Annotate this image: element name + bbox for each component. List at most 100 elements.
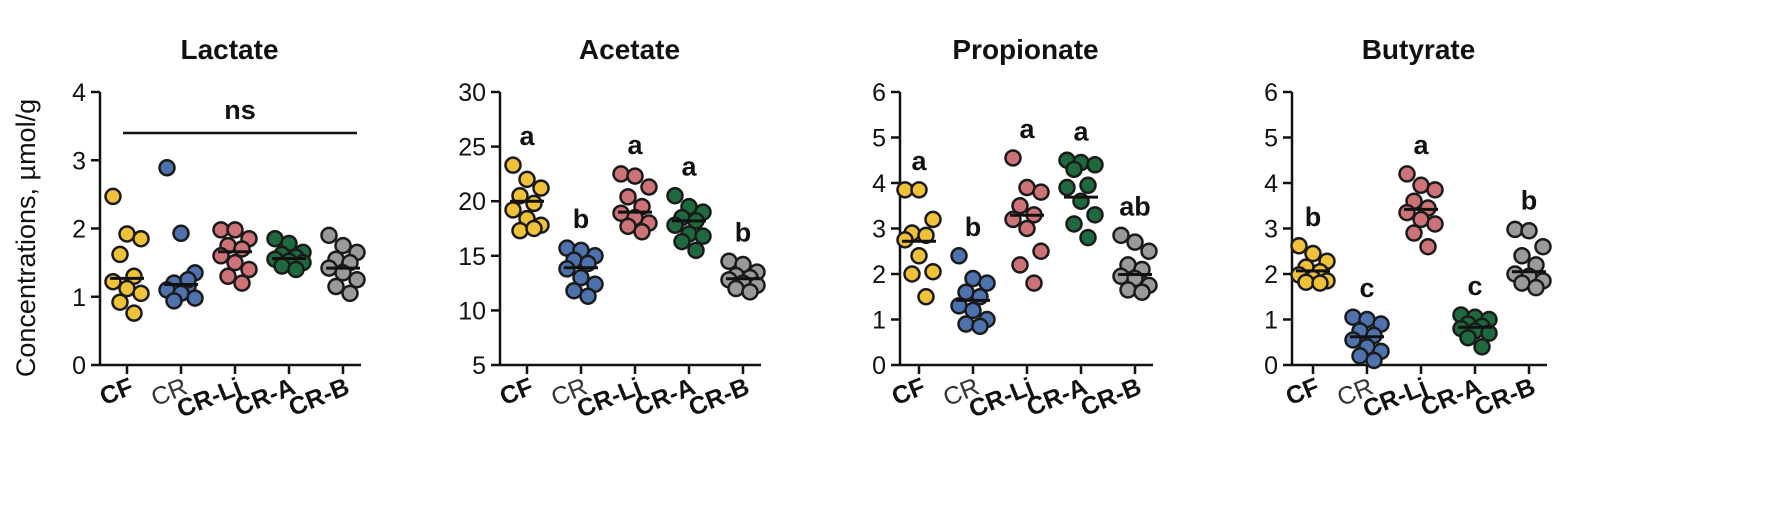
data-point — [1065, 160, 1083, 179]
significance-letter: a — [627, 130, 643, 160]
data-point — [532, 179, 550, 197]
y-tick-label: 5 — [472, 352, 486, 380]
data-point — [1086, 206, 1104, 224]
data-point — [226, 253, 244, 272]
y-tick-label: 2 — [872, 261, 886, 289]
data-point — [1133, 283, 1151, 301]
data-point — [186, 289, 204, 307]
data-point — [741, 283, 759, 301]
series-cr-lj — [212, 221, 258, 292]
y-tick-label: 4 — [72, 79, 86, 107]
significance-letter: a — [911, 146, 927, 176]
series-cr-a: a — [1058, 116, 1104, 247]
data-point — [572, 268, 590, 287]
y-axis-label: Concentrations, µmol/g — [11, 99, 41, 377]
data-point — [924, 210, 942, 229]
data-point — [1011, 197, 1029, 215]
data-point — [978, 274, 996, 292]
series-cr-lj: a — [612, 130, 658, 241]
y-tick-label: 2 — [72, 216, 86, 244]
data-point — [125, 304, 143, 322]
data-point — [720, 252, 738, 271]
data-point — [1459, 328, 1477, 347]
data-point — [132, 284, 150, 303]
x-tick-label: CR-B — [285, 373, 353, 422]
annotation-label: ns — [224, 95, 256, 125]
y-tick-label: 10 — [458, 297, 486, 325]
significance-letter: c — [1359, 273, 1374, 303]
data-point — [910, 247, 928, 265]
x-tick-label: CR-B — [685, 373, 753, 422]
data-point — [1304, 244, 1322, 263]
y-tick-label: 4 — [1264, 170, 1278, 198]
y-tick-label: 0 — [872, 352, 886, 380]
series-cr-b: b — [1506, 185, 1552, 297]
significance-letter: a — [681, 152, 697, 182]
series-cr-lj: a — [1398, 130, 1444, 256]
series-cr: b — [950, 212, 996, 336]
data-point — [910, 181, 928, 199]
data-point — [165, 292, 183, 310]
significance-letter: a — [1019, 114, 1035, 144]
data-point — [633, 223, 651, 241]
series-cr-a: c — [1452, 271, 1498, 356]
series-cf: a — [504, 121, 550, 240]
significance-letter: b — [965, 212, 982, 242]
y-tick-label: 0 — [72, 352, 86, 380]
series-cf: a — [896, 146, 942, 306]
series-cr: c — [1344, 273, 1390, 370]
y-tick-label: 1 — [72, 284, 86, 312]
y-tick-label: 5 — [872, 125, 886, 153]
data-point — [525, 219, 543, 238]
data-point — [1534, 237, 1552, 256]
data-point — [1065, 215, 1083, 233]
data-point — [1011, 256, 1029, 274]
data-point — [1473, 338, 1491, 356]
data-point — [158, 159, 176, 177]
x-tick-label: CR-B — [1077, 373, 1145, 422]
data-point — [219, 267, 237, 286]
data-point — [1365, 351, 1383, 370]
data-point — [1311, 274, 1329, 292]
data-point — [104, 272, 122, 291]
data-point — [1405, 224, 1423, 242]
data-point — [1126, 233, 1144, 251]
data-point — [1513, 247, 1531, 265]
data-point — [1520, 222, 1538, 240]
y-tick-label: 3 — [872, 216, 886, 244]
data-point — [1412, 176, 1430, 195]
data-point — [1025, 274, 1043, 292]
y-tick-label: 3 — [1264, 216, 1278, 244]
data-point — [287, 260, 305, 279]
significance-letter: ab — [1119, 191, 1151, 221]
significance-letter: a — [1073, 116, 1089, 146]
data-point — [341, 284, 359, 303]
data-point — [917, 288, 935, 306]
data-point — [1018, 219, 1036, 238]
data-point — [964, 301, 982, 320]
data-point — [626, 167, 644, 185]
data-point — [1032, 242, 1050, 260]
series-cr — [158, 159, 204, 310]
series-cr-lj: a — [1004, 114, 1050, 292]
data-point — [1079, 176, 1097, 195]
data-point — [950, 247, 968, 265]
data-point — [1086, 156, 1104, 174]
data-point — [924, 262, 942, 281]
y-tick-label: 4 — [872, 170, 886, 198]
y-tick-label: 6 — [1264, 79, 1278, 107]
y-tick-label: 6 — [872, 79, 886, 107]
data-point — [266, 229, 284, 248]
data-point — [666, 186, 684, 205]
data-point — [1426, 181, 1444, 199]
y-tick-label: 2 — [1264, 261, 1278, 289]
data-point — [673, 232, 691, 251]
series-cr-b: ab — [1112, 191, 1158, 301]
data-point — [111, 245, 129, 264]
data-point — [1079, 228, 1097, 247]
significance-letter: a — [519, 121, 535, 151]
data-point — [240, 260, 258, 279]
data-point — [1426, 215, 1444, 233]
